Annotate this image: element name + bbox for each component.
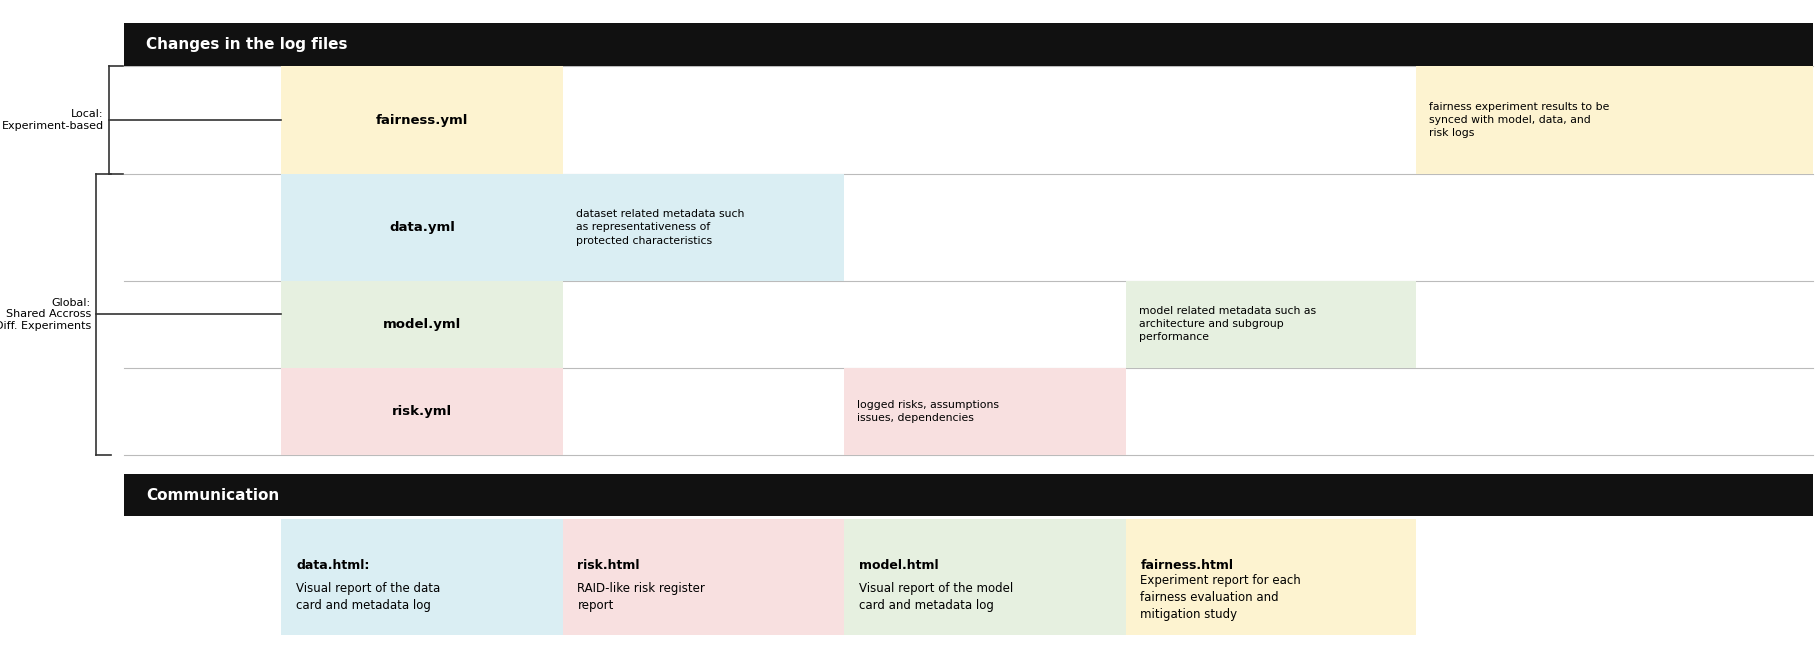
FancyBboxPatch shape: [281, 368, 563, 455]
Text: dataset related metadata such
as representativeness of
protected characteristics: dataset related metadata such as represe…: [576, 209, 745, 246]
FancyBboxPatch shape: [125, 474, 1814, 516]
FancyBboxPatch shape: [844, 368, 1126, 455]
Text: Visual report of the data
card and metadata log: Visual report of the data card and metad…: [296, 582, 439, 612]
Text: fairness experiment results to be
synced with model, data, and
risk logs: fairness experiment results to be synced…: [1429, 102, 1609, 139]
FancyBboxPatch shape: [563, 174, 844, 281]
Text: model.yml: model.yml: [383, 317, 461, 331]
FancyBboxPatch shape: [844, 519, 1126, 635]
FancyBboxPatch shape: [1416, 66, 1814, 174]
Text: fairness.html: fairness.html: [1140, 559, 1233, 572]
Text: risk.html: risk.html: [577, 559, 639, 572]
Text: Communication: Communication: [147, 488, 280, 502]
Text: model.html: model.html: [859, 559, 939, 572]
Text: Changes in the log files: Changes in the log files: [147, 37, 347, 52]
FancyBboxPatch shape: [281, 66, 563, 174]
Text: model related metadata such as
architecture and subgroup
performance: model related metadata such as architect…: [1139, 306, 1317, 342]
Text: Global:
Shared Accross
Diff. Experiments: Global: Shared Accross Diff. Experiments: [0, 298, 91, 331]
FancyBboxPatch shape: [281, 519, 563, 635]
FancyBboxPatch shape: [281, 281, 563, 368]
Text: Visual report of the model
card and metadata log: Visual report of the model card and meta…: [859, 582, 1013, 612]
FancyBboxPatch shape: [563, 519, 844, 635]
Text: fairness.yml: fairness.yml: [376, 114, 469, 127]
Text: data.yml: data.yml: [389, 221, 456, 234]
FancyBboxPatch shape: [281, 174, 563, 281]
Text: Local:
Experiment-based: Local: Experiment-based: [2, 110, 104, 131]
FancyBboxPatch shape: [125, 23, 1814, 66]
Text: logged risks, assumptions
issues, dependencies: logged risks, assumptions issues, depend…: [857, 400, 999, 422]
FancyBboxPatch shape: [1126, 519, 1416, 635]
FancyBboxPatch shape: [1126, 281, 1416, 368]
Text: RAID-like risk register
report: RAID-like risk register report: [577, 582, 705, 612]
Text: risk.yml: risk.yml: [392, 404, 452, 418]
Text: data.html:: data.html:: [296, 559, 369, 572]
Text: Experiment report for each
fairness evaluation and
mitigation study: Experiment report for each fairness eval…: [1140, 573, 1302, 620]
